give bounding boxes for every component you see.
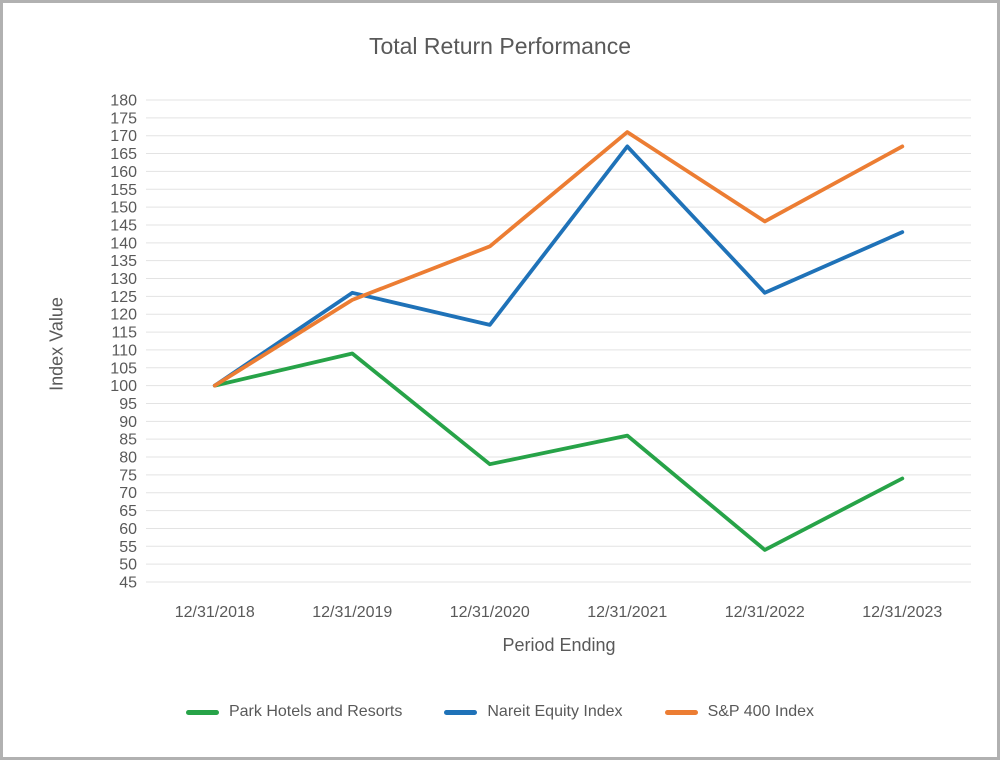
y-tick-label: 130 — [110, 271, 137, 288]
y-tick-label: 115 — [111, 325, 137, 342]
x-tick-label: 12/31/2020 — [450, 604, 530, 621]
legend-label-park-hotels: Park Hotels and Resorts — [228, 703, 403, 720]
y-tick-label: 120 — [110, 307, 137, 324]
legend-label-sp400: S&P 400 Index — [707, 703, 815, 720]
legend-item-park-hotels: Park Hotels and Resorts — [185, 703, 403, 721]
y-tick-label: 80 — [119, 450, 137, 467]
y-tick-label: 110 — [111, 342, 137, 359]
x-axis-title: Period Ending — [502, 635, 616, 655]
legend-swatch-sp400 — [664, 709, 698, 715]
y-tick-label: 170 — [110, 128, 137, 145]
series-line-s-p-400-index — [212, 130, 905, 388]
y-tick-label: 155 — [110, 182, 137, 199]
y-tick-label: 125 — [110, 289, 137, 306]
y-tick-label: 150 — [110, 200, 137, 217]
y-tick-label: 65 — [119, 503, 137, 520]
y-tick-label: 135 — [110, 253, 137, 270]
y-tick-label: 60 — [119, 521, 137, 538]
x-tick-label: 12/31/2022 — [725, 604, 805, 621]
legend-item-nareit-equity: Nareit Equity Index — [444, 703, 623, 721]
chart-title: Total Return Performance — [368, 33, 632, 59]
y-tick-label: 160 — [110, 164, 137, 181]
series-line-nareit-equity-index — [212, 144, 905, 388]
legend-item-sp400: S&P 400 Index — [664, 703, 815, 721]
y-tick-label: 95 — [119, 396, 137, 413]
y-tick-label: 70 — [119, 485, 137, 502]
series-lines — [212, 130, 905, 552]
y-tick-labels: 1801751701651601551501451401351301251201… — [110, 93, 137, 592]
y-tick-label: 145 — [110, 217, 137, 234]
legend-label-nareit-equity: Nareit Equity Index — [487, 703, 623, 720]
y-tick-label: 105 — [110, 360, 137, 377]
series-line-park-hotels-and-resorts — [212, 351, 905, 552]
x-tick-label: 12/31/2021 — [587, 604, 667, 621]
y-tick-label: 140 — [110, 235, 137, 252]
gridlines — [146, 99, 971, 583]
x-tick-label: 12/31/2019 — [312, 604, 392, 621]
legend-swatch-park-hotels — [185, 709, 219, 715]
y-tick-label: 75 — [119, 467, 137, 484]
y-tick-label: 50 — [119, 557, 137, 574]
y-tick-label: 55 — [119, 539, 137, 556]
x-tick-label: 12/31/2018 — [175, 604, 255, 621]
legend-swatch-nareit-equity — [444, 709, 478, 715]
y-tick-label: 90 — [119, 414, 137, 431]
y-tick-label: 175 — [110, 110, 137, 127]
y-tick-label: 180 — [110, 93, 137, 110]
legend: Park Hotels and Resorts Nareit Equity In… — [3, 703, 997, 721]
y-tick-label: 100 — [110, 378, 137, 395]
y-tick-label: 45 — [119, 575, 137, 592]
y-tick-label: 165 — [110, 146, 137, 163]
y-tick-label: 85 — [119, 432, 137, 449]
x-tick-label: 12/31/2023 — [862, 604, 942, 621]
x-tick-labels: 12/31/2018 12/31/2019 12/31/2020 12/31/2021… — [175, 604, 943, 621]
plot-area: 1801751701651601551501451401351301251201… — [110, 93, 971, 621]
